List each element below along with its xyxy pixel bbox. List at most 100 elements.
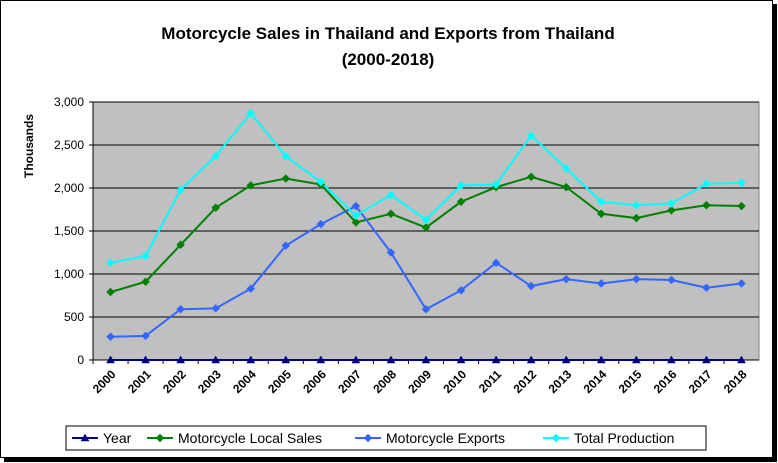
y-tick-label: 0 [77, 353, 84, 367]
data-point-motorcycle-exports [281, 241, 291, 250]
data-point-total-production [246, 108, 256, 118]
data-point-motorcycle-exports [631, 274, 641, 284]
data-point-total-production [561, 163, 571, 173]
x-tick-label: 2006 [300, 367, 329, 396]
legend: Year Motorcycle Local Sales Motorcycle Exp… [65, 425, 707, 451]
data-point-year [211, 355, 221, 364]
series-markers [106, 108, 746, 364]
data-point-motorcycle-local-sales [421, 223, 431, 232]
data-point-year [316, 355, 326, 364]
data-point-motorcycle-exports [737, 279, 746, 288]
data-point-total-production [386, 190, 396, 200]
legend-marker-year [80, 433, 90, 442]
data-point-motorcycle-local-sales [456, 197, 466, 207]
x-tick-label: 2007 [335, 367, 364, 396]
data-point-total-production [421, 215, 431, 225]
data-point-motorcycle-exports [667, 275, 676, 285]
x-tick-label: 2014 [581, 367, 610, 396]
x-tick-label: 2005 [265, 367, 294, 396]
data-point-motorcycle-exports [561, 274, 571, 284]
x-tick-label: 2008 [370, 367, 399, 396]
data-point-motorcycle-local-sales [281, 174, 291, 183]
legend-label-total-production: Total Production [574, 430, 674, 446]
data-point-year [281, 355, 291, 364]
y-tick-label: 3,000 [54, 95, 84, 109]
data-point-motorcycle-exports [491, 258, 501, 268]
x-tick-label: 2002 [160, 367, 189, 396]
y-tick-label: 2,000 [54, 181, 84, 195]
data-point-motorcycle-exports [456, 285, 466, 295]
x-tick-label: 2011 [476, 367, 505, 396]
x-tick-label: 2012 [510, 367, 539, 396]
data-point-year [421, 355, 431, 364]
data-point-year [386, 355, 396, 364]
data-point-total-production [596, 197, 606, 207]
y-tick-label: 1,500 [54, 224, 84, 238]
data-point-motorcycle-local-sales [211, 203, 221, 213]
data-point-total-production [176, 185, 185, 195]
legend-marker-motorcycle-local-sales [155, 433, 165, 443]
data-point-total-production [211, 151, 221, 161]
data-point-motorcycle-local-sales [386, 209, 396, 219]
data-point-year [351, 355, 361, 364]
y-tick-label: 2,500 [54, 138, 84, 152]
data-point-motorcycle-exports [211, 304, 221, 313]
data-point-year [141, 355, 151, 364]
data-point-year [561, 355, 571, 364]
data-point-motorcycle-local-sales [702, 200, 711, 210]
data-point-total-production [702, 179, 711, 189]
legend-label-year: Year [103, 430, 132, 446]
data-point-motorcycle-local-sales [737, 201, 746, 211]
x-tick-label: 2003 [195, 367, 224, 396]
data-point-motorcycle-exports [316, 219, 326, 229]
data-point-year [666, 355, 676, 364]
data-point-year [106, 355, 115, 364]
x-axis-ticks: 2000 2001 2002 2003 2004 2005 2006 2007 2008 2009… [90, 360, 750, 396]
data-point-motorcycle-exports [526, 281, 536, 291]
data-point-motorcycle-exports [246, 284, 256, 293]
data-point-motorcycle-local-sales [631, 213, 641, 223]
data-point-year [701, 355, 711, 364]
legend-label-motorcycle-local-sales: Motorcycle Local Sales [178, 430, 322, 446]
data-point-motorcycle-exports [386, 248, 396, 257]
y-axis-label: Thousands [22, 114, 36, 178]
data-point-total-production [316, 177, 326, 187]
data-point-year [491, 355, 501, 364]
data-point-year [737, 355, 746, 364]
data-point-year [596, 355, 606, 364]
data-point-total-production [737, 178, 746, 188]
data-point-motorcycle-local-sales [176, 240, 185, 250]
data-point-total-production [106, 258, 115, 268]
data-point-year [246, 355, 256, 364]
legend-marker-total-production [551, 433, 561, 443]
data-point-motorcycle-local-sales [561, 182, 571, 192]
y-tick-label: 500 [64, 310, 84, 324]
data-point-year [526, 355, 536, 364]
data-point-year [456, 355, 466, 364]
data-point-motorcycle-exports [106, 332, 115, 342]
data-point-motorcycle-exports [421, 304, 431, 314]
data-point-total-production [667, 199, 676, 208]
legend-label-motorcycle-exports: Motorcycle Exports [386, 430, 505, 446]
data-point-motorcycle-local-sales [667, 206, 676, 215]
data-point-year [631, 355, 641, 364]
data-point-total-production [351, 211, 361, 220]
y-axis-ticks: 0 500 1,000 1,500 2,000 2,500 3,000 [54, 95, 93, 367]
data-point-motorcycle-exports [176, 304, 185, 314]
chart-subtitle: (2000-2018) [342, 50, 435, 69]
x-tick-label: 2000 [90, 367, 119, 396]
x-tick-label: 2016 [651, 367, 680, 396]
x-tick-label: 2015 [616, 367, 645, 396]
x-tick-label: 2018 [721, 367, 750, 396]
x-tick-label: 2004 [230, 367, 259, 396]
data-point-motorcycle-local-sales [246, 181, 256, 190]
data-point-motorcycle-local-sales [526, 172, 536, 182]
data-point-motorcycle-local-sales [351, 218, 361, 227]
data-point-motorcycle-local-sales [141, 277, 150, 287]
data-point-total-production [456, 181, 466, 190]
data-point-motorcycle-exports [702, 283, 711, 293]
data-point-motorcycle-exports [351, 201, 361, 211]
data-point-total-production [526, 131, 536, 140]
chart-title: Motorcycle Sales in Thailand and Exports… [161, 24, 614, 43]
